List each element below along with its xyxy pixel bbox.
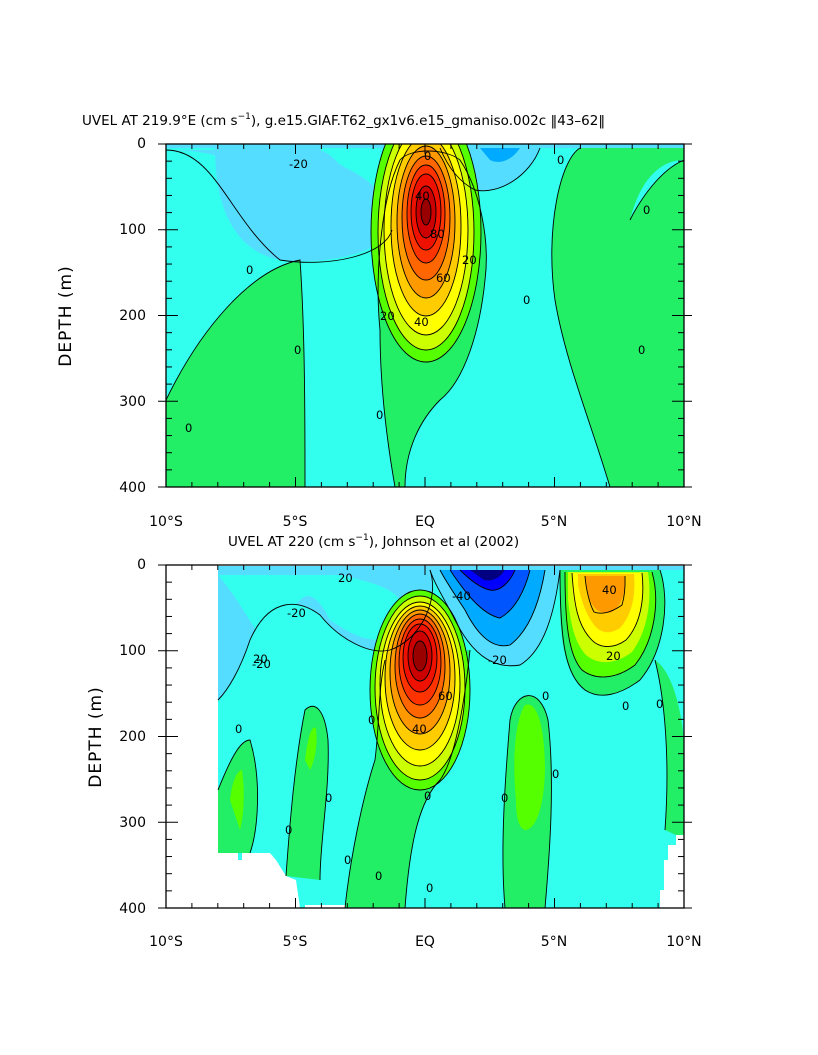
contour-labels-model: -20 0 0 0 0 0 0 0 0 0 20 20 40 40 60 80: [185, 149, 650, 435]
contour-label: -20: [289, 157, 308, 171]
x-tick-label: 5°N: [541, 934, 567, 950]
contour-label: 0: [557, 153, 564, 167]
contour-label: 0: [552, 767, 559, 781]
contour-label: 0: [424, 149, 431, 163]
contour-label: -20: [488, 653, 507, 667]
y-tick-label: 300: [119, 815, 146, 831]
contour-label: 0: [622, 699, 629, 713]
y-tick-label: 0: [137, 557, 146, 573]
y-tick-labels-model: 0 100 200 300 400: [119, 136, 146, 496]
contour-label: 0: [285, 823, 292, 837]
x-tick-label: 10°N: [666, 514, 701, 530]
contour-label: 0: [325, 791, 332, 805]
contour-label: 0: [368, 713, 375, 727]
x-tick-label: 5°S: [283, 514, 308, 530]
contour-label: 0: [424, 789, 431, 803]
contour-labels-observed: 20 -20 -20 -20 -40 0 0 0 0 0 0 0 0 0 0 0…: [235, 571, 663, 895]
x-tick-label: EQ: [415, 514, 435, 530]
y-tick-label: 100: [119, 643, 146, 659]
x-tick-label: EQ: [415, 934, 435, 950]
y-tick-label: 400: [119, 480, 146, 496]
contour-field-observed: 20 -20 -20 -20 -40 0 0 0 0 0 0 0 0 0 0 0…: [217, 566, 684, 908]
y-tick-label: 200: [119, 308, 146, 324]
y-tick-label: 200: [119, 729, 146, 745]
panel-observed: UVEL AT 220 (cm s−1), Johnson et al (200…: [86, 533, 702, 950]
x-tick-label: 5°N: [541, 514, 567, 530]
contour-label: 60: [438, 689, 453, 703]
chart-title-model: UVEL AT 219.9°E (cm s−1), g.e15.GIAF.T62…: [82, 112, 605, 129]
contour-label: 0: [656, 697, 663, 711]
contour-label: 40: [412, 722, 427, 736]
y-axis-label-observed: DEPTH (m): [86, 686, 106, 787]
contour-label: 0: [375, 869, 382, 883]
contour-label: 20: [380, 309, 395, 323]
contour-label: 40: [414, 315, 429, 329]
contour-label: -40: [452, 589, 471, 603]
contour-label: 0: [501, 791, 508, 805]
y-axis-label-model: DEPTH (m): [56, 265, 76, 366]
contour-label: 80: [430, 227, 445, 241]
contour-label: 0: [523, 293, 530, 307]
y-tick-label: 0: [137, 136, 146, 152]
y-tick-labels-observed: 0 100 200 300 400: [119, 557, 146, 917]
contour-label: 40: [415, 189, 430, 203]
contour-label: 20: [338, 571, 353, 585]
contour-label: 20: [253, 652, 268, 666]
contour-label: 0: [376, 408, 383, 422]
contour-label: 20: [606, 649, 621, 663]
x-tick-label: 10°S: [149, 514, 183, 530]
contour-label: 60: [436, 271, 451, 285]
y-tick-label: 300: [119, 394, 146, 410]
contour-field-model: -20 0 0 0 0 0 0 0 0 0 20 20 40 40 60 80: [166, 144, 684, 487]
x-tick-label: 5°S: [283, 934, 308, 950]
y-tick-label: 400: [119, 901, 146, 917]
contour-label: 20: [462, 253, 477, 267]
contour-label: 0: [643, 203, 650, 217]
contour-label: 0: [246, 263, 253, 277]
contour-label: 0: [344, 853, 351, 867]
contour-label: 0: [185, 421, 192, 435]
contour-label: 0: [426, 881, 433, 895]
contour-label: 0: [542, 689, 549, 703]
x-tick-labels-model: 10°S 5°S EQ 5°N 10°N: [149, 514, 702, 530]
chart-title-observed: UVEL AT 220 (cm s−1), Johnson et al (200…: [228, 533, 519, 550]
axis-ticks-observed: [158, 564, 692, 909]
contour-label: 0: [638, 343, 645, 357]
x-tick-labels-observed: 10°S 5°S EQ 5°N 10°N: [149, 934, 702, 950]
axis-ticks-model: [158, 143, 692, 488]
contour-label: 40: [602, 583, 617, 597]
contour-label: -20: [287, 606, 306, 620]
contour-label: 0: [294, 343, 301, 357]
x-tick-label: 10°S: [149, 934, 183, 950]
contour-label: 0: [235, 722, 242, 736]
y-tick-label: 100: [119, 222, 146, 238]
contour-label: -20: [252, 657, 271, 671]
panel-model: UVEL AT 219.9°E (cm s−1), g.e15.GIAF.T62…: [56, 112, 702, 530]
x-tick-label: 10°N: [666, 934, 701, 950]
